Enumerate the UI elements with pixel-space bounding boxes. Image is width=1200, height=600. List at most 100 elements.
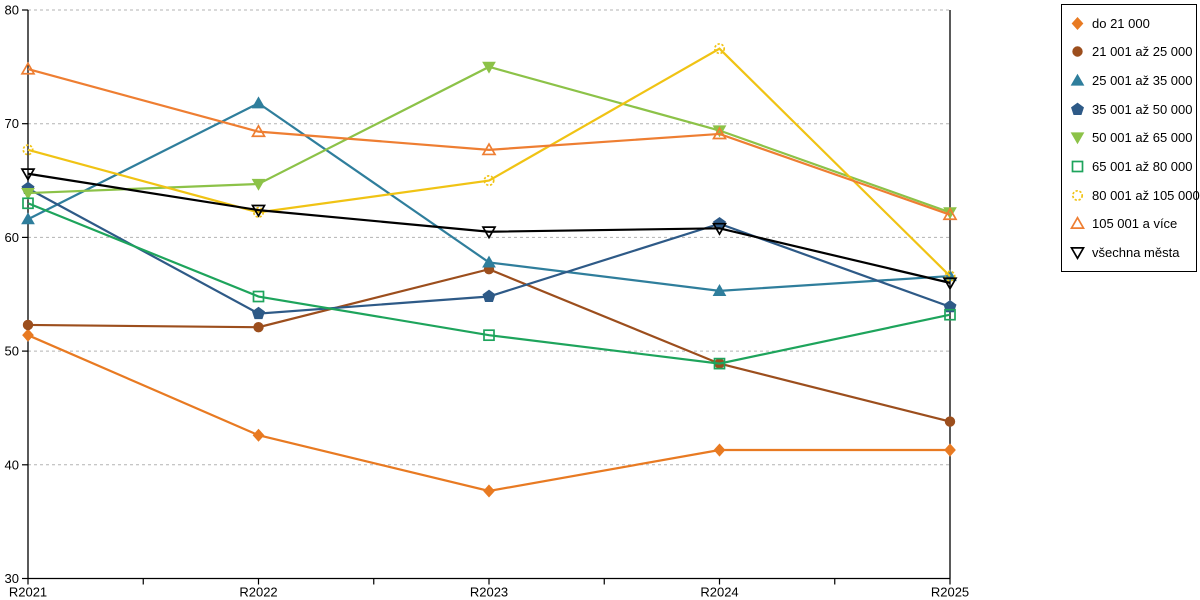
triangle-up-marker-icon <box>1070 73 1085 86</box>
diamond-marker-icon <box>252 428 265 442</box>
square-icon <box>1071 160 1084 173</box>
y-tick-label: 60 <box>5 230 19 245</box>
triangle-down-icon <box>1070 132 1085 145</box>
triangle-down-marker-icon <box>712 222 727 236</box>
legend-item: 21 001 až 25 000 <box>1070 44 1196 59</box>
square-marker-icon <box>944 308 956 321</box>
pentagon-icon <box>1071 102 1084 115</box>
x-tick-label: R2022 <box>239 585 277 600</box>
triangle-up-marker-icon <box>482 255 496 268</box>
x-tick-label: R2023 <box>470 585 508 600</box>
triangle-up-icon <box>1070 216 1085 230</box>
circle-marker-icon <box>1072 46 1083 58</box>
legend-item: 25 001 až 35 000 <box>1070 73 1196 88</box>
triangle-down-marker-icon <box>481 226 497 240</box>
series-line-80-001-a-105-000 <box>27 47 951 277</box>
triangle-down-marker-icon <box>21 187 35 200</box>
circle-marker-icon <box>22 319 34 331</box>
square-marker-icon <box>1071 160 1084 173</box>
series-do-21-000 <box>22 328 956 498</box>
triangle-down-icon <box>1070 247 1085 261</box>
triangle-up-marker-icon <box>251 124 266 138</box>
legend: do 21 000 21 001 až 25 000 25 001 až 35 00… <box>1061 4 1200 272</box>
series-21-001-a-25-000 <box>22 264 956 427</box>
triangle-down-marker-icon <box>1070 132 1085 145</box>
legend-item: 50 001 až 65 000 <box>1070 130 1196 145</box>
circle-dashed-icon <box>1071 189 1084 201</box>
x-tick-label: R2024 <box>700 585 738 600</box>
triangle-up-marker-icon <box>712 284 727 296</box>
series-v-echna-m-sta <box>20 168 958 291</box>
series-80-001-a-105-000 <box>22 43 956 282</box>
y-tick-label: 40 <box>5 457 19 472</box>
x-tick-label: R2021 <box>9 585 47 600</box>
legend-item-label: 105 001 a více <box>1092 216 1178 232</box>
legend-item: 65 001 až 80 000 <box>1070 159 1196 174</box>
legend-item-label: všechna města <box>1092 245 1180 261</box>
legend-item-label: 21 001 až 25 000 <box>1092 44 1193 60</box>
circle-dashed-marker-icon <box>22 144 34 156</box>
diamond-icon <box>1071 16 1084 30</box>
triangle-down-marker-icon <box>251 178 266 191</box>
circle-dashed-marker-icon <box>1071 189 1084 201</box>
legend-item: 105 001 a více <box>1070 216 1196 231</box>
diamond-marker-icon <box>944 443 956 457</box>
legend-item-label: 25 001 až 35 000 <box>1092 73 1193 89</box>
circle-dashed-marker-icon <box>944 270 956 282</box>
triangle-up-marker-icon <box>942 207 958 221</box>
triangle-up-marker-icon <box>481 142 497 156</box>
pentagon-marker-icon <box>1071 102 1084 115</box>
diamond-marker-icon <box>22 328 34 342</box>
diamond-marker-icon <box>1071 16 1084 30</box>
square-marker-icon <box>252 290 265 303</box>
series-35-001-a-50-000 <box>21 181 957 320</box>
y-tick-label: 70 <box>5 116 19 131</box>
legend-item-label: 35 001 až 50 000 <box>1092 101 1193 117</box>
y-tick-label: 30 <box>5 571 19 586</box>
triangle-down-marker-icon <box>482 61 496 74</box>
series-65-001-a-80-000 <box>22 197 956 370</box>
series-105-001-a-v-ce <box>20 61 958 221</box>
series-line-105-001-a-v-ce <box>27 68 951 216</box>
series-25-001-a-35-000 <box>21 96 957 296</box>
series-line-65-001-a-80-000 <box>27 202 951 365</box>
square-marker-icon <box>483 329 495 342</box>
circle-dashed-marker-icon <box>713 43 726 55</box>
legend-item: do 21 000 <box>1070 16 1196 31</box>
square-marker-icon <box>713 357 726 370</box>
square-marker-icon <box>22 197 34 210</box>
triangle-up-marker-icon <box>21 212 35 225</box>
legend-item-label: 50 001 až 65 000 <box>1092 130 1193 146</box>
diamond-marker-icon <box>483 484 495 498</box>
triangle-up-marker-icon <box>712 126 727 140</box>
series-50-001-a-65-000 <box>21 61 957 220</box>
triangle-down-marker-icon <box>1070 247 1085 261</box>
legend-item-label: do 21 000 <box>1092 15 1150 31</box>
legend-item-label: 80 001 až 105 000 <box>1092 187 1200 203</box>
circle-dashed-marker-icon <box>252 206 265 218</box>
triangle-up-marker-icon <box>20 61 36 75</box>
triangle-up-marker-icon <box>1070 216 1085 230</box>
triangle-down-marker-icon <box>20 168 36 182</box>
series-line-v-echna-m-sta <box>27 172 951 284</box>
triangle-up-marker-icon <box>251 96 266 109</box>
legend-item: 80 001 až 105 000 <box>1070 188 1200 203</box>
circle-marker-icon <box>944 416 956 427</box>
circle-marker-icon <box>253 322 264 333</box>
pentagon-marker-icon <box>482 289 496 302</box>
pentagon-marker-icon <box>252 306 265 320</box>
legend-item-label: 65 001 až 80 000 <box>1092 159 1193 175</box>
x-tick-label: R2025 <box>931 585 969 600</box>
diamond-marker-icon <box>713 443 726 457</box>
circle-dashed-marker-icon <box>483 175 495 187</box>
triangle-down-marker-icon <box>712 125 727 138</box>
triangle-down-marker-icon <box>251 204 266 218</box>
legend-item: všechna města <box>1070 245 1196 261</box>
y-tick-label: 80 <box>5 3 19 18</box>
circle-icon <box>1072 46 1083 58</box>
legend-item: 35 001 až 50 000 <box>1070 102 1196 117</box>
triangle-up-icon <box>1070 73 1085 86</box>
triangle-down-marker-icon <box>942 277 958 291</box>
